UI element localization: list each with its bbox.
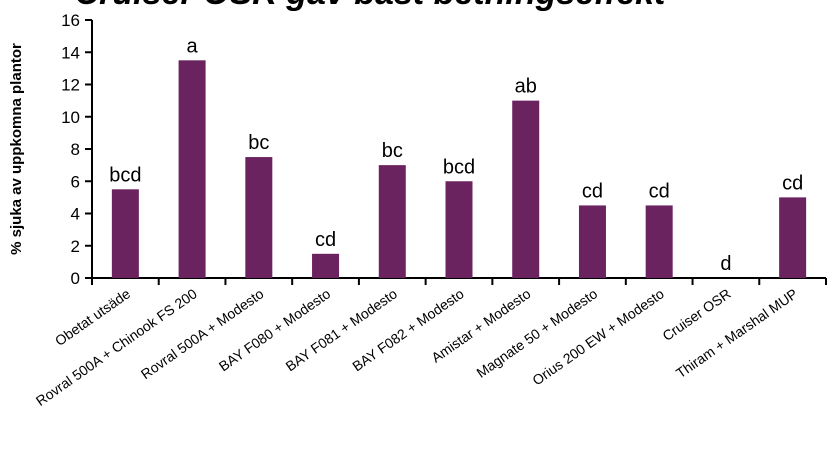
- bar-data-label: cd: [782, 172, 803, 194]
- bar-data-label: bc: [382, 140, 403, 162]
- y-tick-label: 4: [71, 205, 80, 224]
- y-tick-label: 8: [71, 140, 80, 159]
- y-tick-label: 12: [61, 76, 80, 95]
- bar-data-label: cd: [582, 180, 603, 202]
- bar-data-label: bc: [248, 132, 269, 154]
- category-label: Rovral 500A + Modesto: [138, 285, 267, 382]
- bar-series: [111, 60, 807, 278]
- bar: [312, 253, 340, 278]
- bar: [512, 100, 540, 278]
- data-label-group: bcd a bc cd bc bcd ab cd cd d cd: [109, 35, 803, 275]
- bar-data-label: a: [187, 35, 199, 57]
- bar-data-label: ab: [515, 76, 537, 98]
- y-tick-label: 6: [71, 172, 80, 191]
- bar-data-label: d: [720, 253, 731, 275]
- bar: [111, 189, 139, 278]
- y-tick-label: 10: [61, 108, 80, 127]
- y-tick-label: 16: [61, 11, 80, 30]
- chart-title: Cruiser OSR gav bäst betningseffekt: [75, 0, 667, 12]
- bar-data-label: bcd: [443, 156, 475, 178]
- y-tick-label: 0: [71, 269, 80, 288]
- x-axis: [91, 277, 827, 285]
- y-tick-label: 14: [61, 43, 80, 62]
- bar-data-label: bcd: [109, 164, 141, 186]
- bar-data-label: cd: [315, 229, 336, 251]
- bar: [178, 60, 206, 278]
- bar: [245, 157, 273, 278]
- y-tick-label: 2: [71, 237, 80, 256]
- bar: [445, 181, 473, 278]
- bar: [578, 205, 606, 278]
- category-label: Orius 200 EW + Modesto: [529, 285, 667, 388]
- category-label: Thiram + Marshal MUP: [673, 285, 800, 381]
- category-label: BAY F082 + Modesto: [349, 285, 467, 374]
- bar: [645, 205, 673, 278]
- bar: [378, 165, 406, 278]
- y-axis-title: % sjuka av uppkomna plantor: [8, 43, 25, 255]
- category-label: BAY F080 + Modesto: [216, 285, 334, 374]
- y-axis: 0 2 4 6 8 10 12 14 16: [61, 11, 93, 288]
- bar-data-label: cd: [649, 180, 670, 202]
- category-label: BAY F081 + Modesto: [283, 285, 401, 374]
- bar: [779, 197, 807, 278]
- category-label: Magnate 50 + Modesto: [473, 285, 600, 381]
